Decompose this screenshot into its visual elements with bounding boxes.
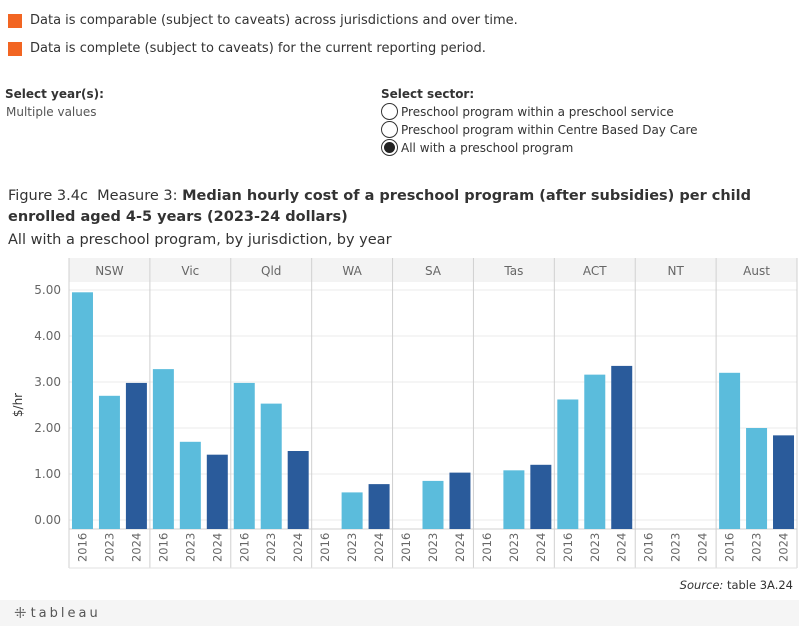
bar-qld-2016 xyxy=(233,382,255,529)
tableau-logo-text: tableau xyxy=(30,605,101,621)
x-tick-label: 2024 xyxy=(534,533,548,562)
x-tick-label: 2024 xyxy=(129,533,143,562)
sector-option-preschool-service[interactable]: Preschool program within a preschool ser… xyxy=(381,103,674,120)
bar-qld-2023 xyxy=(260,403,282,529)
source-note: Source: table 3A.24 xyxy=(680,578,793,592)
y-tick-label: 1.00 xyxy=(34,467,61,481)
x-tick-label: 2016 xyxy=(480,533,494,562)
x-tick-label: 2024 xyxy=(696,533,710,562)
figure-subtitle: All with a preschool program, by jurisdi… xyxy=(8,232,392,248)
bar-nsw-2024 xyxy=(125,382,147,529)
y-tick-label: 4.00 xyxy=(34,329,61,343)
x-tick-label: 2016 xyxy=(399,533,413,562)
bar-qld-2024 xyxy=(287,451,309,529)
figure-number: Figure 3.4c xyxy=(8,188,88,204)
x-tick-label: 2016 xyxy=(156,533,170,562)
legend-label: Data is complete (subject to caveats) fo… xyxy=(30,41,486,56)
x-tick-label: 2023 xyxy=(507,533,521,562)
jurisdiction-header: ACT xyxy=(583,264,607,278)
figure-title: Figure 3.4c Measure 3: Median hourly cos… xyxy=(8,186,793,228)
bar-vic-2016 xyxy=(152,369,174,529)
bar-vic-2024 xyxy=(206,454,228,529)
x-tick-label: 2024 xyxy=(210,533,224,562)
sector-option-all[interactable]: All with a preschool program xyxy=(381,139,573,156)
bar-aust-2023 xyxy=(746,428,768,529)
radio-selected-dot xyxy=(384,142,395,153)
tableau-plus-icon: ⁜ xyxy=(14,604,27,622)
radio-button[interactable] xyxy=(381,139,398,156)
tableau-logo[interactable]: ⁜ tableau xyxy=(14,604,101,622)
y-tick-label: 3.00 xyxy=(34,375,61,389)
bar-aust-2024 xyxy=(773,435,795,529)
legend-item-complete: Data is complete (subject to caveats) fo… xyxy=(8,41,486,56)
bar-act-2016 xyxy=(557,399,579,529)
bar-tas-2024 xyxy=(530,464,552,529)
jurisdiction-header: NSW xyxy=(95,264,124,278)
y-tick-label: 2.00 xyxy=(34,421,61,435)
bar-wa-2023 xyxy=(341,492,363,529)
jurisdiction-header: Aust xyxy=(743,264,770,278)
radio-label[interactable]: Preschool program within a preschool ser… xyxy=(401,104,674,119)
x-tick-label: 2024 xyxy=(615,533,629,562)
x-tick-label: 2016 xyxy=(723,533,737,562)
sector-option-centre-based-day-care[interactable]: Preschool program within Centre Based Da… xyxy=(381,121,698,138)
x-tick-label: 2016 xyxy=(75,533,89,562)
bar-aust-2016 xyxy=(719,372,741,529)
jurisdiction-header: WA xyxy=(342,264,362,278)
bar-act-2023 xyxy=(584,374,606,529)
legend-swatch xyxy=(8,13,22,28)
bar-chart: 0.00 1.00 2.00 3.00 4.00 5.00 $/hr NSW 2016 2023 2… xyxy=(11,258,798,569)
y-tick-label: 0.00 xyxy=(34,513,61,527)
x-tick-label: 2024 xyxy=(777,533,791,562)
x-tick-label: 2016 xyxy=(237,533,251,562)
jurisdiction-header: NT xyxy=(668,264,685,278)
panel-header-band xyxy=(69,258,797,282)
jurisdiction-header: Tas xyxy=(503,264,523,278)
bar-wa-2024 xyxy=(368,484,390,529)
x-tick-label: 2023 xyxy=(264,533,278,562)
y-axis-label: $/hr xyxy=(11,393,25,417)
x-tick-label: 2024 xyxy=(372,533,386,562)
x-tick-label: 2016 xyxy=(642,533,656,562)
figure-measure: Measure 3: xyxy=(97,188,178,204)
year-filter-title: Select year(s): xyxy=(5,87,104,101)
bar-sa-2023 xyxy=(422,480,444,529)
bar-act-2024 xyxy=(611,365,633,529)
footer-bar: ⁜ tableau xyxy=(0,600,799,626)
x-tick-label: 2023 xyxy=(588,533,602,562)
radio-label[interactable]: Preschool program within Centre Based Da… xyxy=(401,122,698,137)
legend-item-comparable: Data is comparable (subject to caveats) … xyxy=(8,13,518,28)
jurisdiction-header: Vic xyxy=(181,264,199,278)
radio-label[interactable]: All with a preschool program xyxy=(401,140,574,155)
bar-nsw-2023 xyxy=(98,395,120,529)
x-tick-label: 2023 xyxy=(669,533,683,562)
bar-sa-2024 xyxy=(449,472,471,529)
sector-filter-title: Select sector: xyxy=(381,87,475,101)
year-filter-value[interactable]: Multiple values xyxy=(6,105,97,119)
x-tick-label: 2023 xyxy=(750,533,764,562)
jurisdiction-header: SA xyxy=(425,264,442,278)
legend-swatch xyxy=(8,41,22,56)
source-label: Source: xyxy=(679,578,724,592)
bar-nsw-2016 xyxy=(71,292,93,529)
radio-button[interactable] xyxy=(381,121,398,138)
x-tick-label: 2023 xyxy=(102,533,116,562)
jurisdiction-header: Qld xyxy=(261,264,281,278)
x-tick-label: 2024 xyxy=(291,533,305,562)
source-value: table 3A.24 xyxy=(726,578,793,592)
x-tick-label: 2016 xyxy=(318,533,332,562)
x-tick-label: 2023 xyxy=(345,533,359,562)
figure-title-text: Median hourly cost of a preschool progra… xyxy=(8,188,752,225)
x-tick-label: 2024 xyxy=(453,533,467,562)
bar-vic-2023 xyxy=(179,441,201,529)
legend-label: Data is comparable (subject to caveats) … xyxy=(30,13,518,28)
x-tick-label: 2023 xyxy=(426,533,440,562)
x-tick-label: 2023 xyxy=(183,533,197,562)
radio-button[interactable] xyxy=(381,103,398,120)
bar-tas-2023 xyxy=(503,470,525,529)
y-tick-label: 5.00 xyxy=(34,283,61,297)
x-tick-label: 2016 xyxy=(561,533,575,562)
